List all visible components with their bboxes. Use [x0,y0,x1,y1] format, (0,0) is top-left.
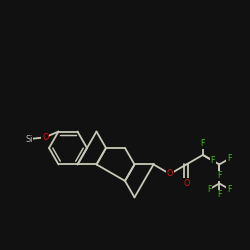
Text: F: F [217,190,222,199]
Text: Si: Si [25,135,33,144]
Text: O: O [183,179,190,188]
Text: F: F [207,185,212,194]
Text: O: O [167,170,173,178]
Text: F: F [227,185,232,194]
Text: F: F [200,139,205,148]
Text: F: F [210,156,215,165]
Text: F: F [217,171,222,180]
Text: F: F [227,154,232,163]
Text: O: O [42,133,48,142]
